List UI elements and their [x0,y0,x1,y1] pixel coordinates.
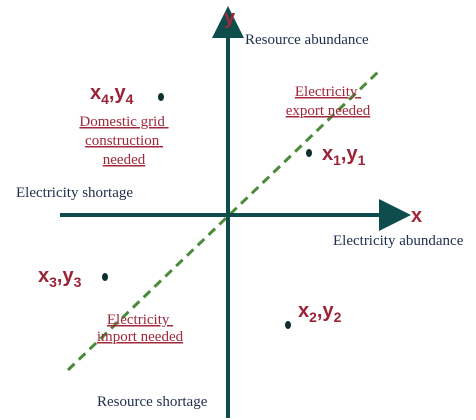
label-part: y [322,300,334,322]
y-axis-label: y [224,7,236,29]
quadrant-line: export needed [286,103,371,119]
label-part: y [346,143,358,165]
dashed-diagonal [66,70,380,372]
point-label: x3,y3 [38,265,82,290]
label-part: , [109,82,115,104]
top-label: Resource abundance [245,32,369,48]
point-label: x2,y2 [298,300,342,325]
point [306,149,312,157]
quadrant-line: Electricity [107,312,170,328]
label-part: , [317,300,323,322]
quadrant-line: Electricity [295,84,358,100]
subscript: 3 [49,274,57,290]
point-label: x1,y1 [322,143,366,168]
quadrant-label: Domestic grid construction needed [79,114,168,168]
label-part: y [62,265,74,287]
label-part: y [114,82,126,104]
quadrant-line: needed [103,152,146,168]
point [102,273,108,281]
subscript: 2 [334,309,342,325]
subscript: 2 [309,309,317,325]
left-label: Electricity shortage [16,185,133,201]
label-part: x [298,300,309,322]
subscript: 4 [126,91,134,107]
quadrant-line: construction [85,133,160,149]
label-part: , [57,265,63,287]
point [285,321,291,329]
right-label: Electricity abundance [333,233,464,249]
label-part: , [341,143,347,165]
label-part: x [38,265,49,287]
bottom-label: Resource shortage [97,394,208,410]
label-part: x [90,82,101,104]
subscript: 3 [74,274,82,290]
x-axis-label: x [411,205,422,227]
quadrant-label: Electricity export needed [286,84,371,119]
label-part: x [322,143,333,165]
quadrant-line: Domestic grid [79,114,165,130]
quadrant-label: Electricity import needed [97,312,184,345]
subscript: 4 [101,91,109,107]
subscript: 1 [333,152,341,168]
point-label: x4,y4 [90,82,134,107]
point [158,93,164,101]
subscript: 1 [358,152,366,168]
quadrant-line: import needed [97,329,184,345]
